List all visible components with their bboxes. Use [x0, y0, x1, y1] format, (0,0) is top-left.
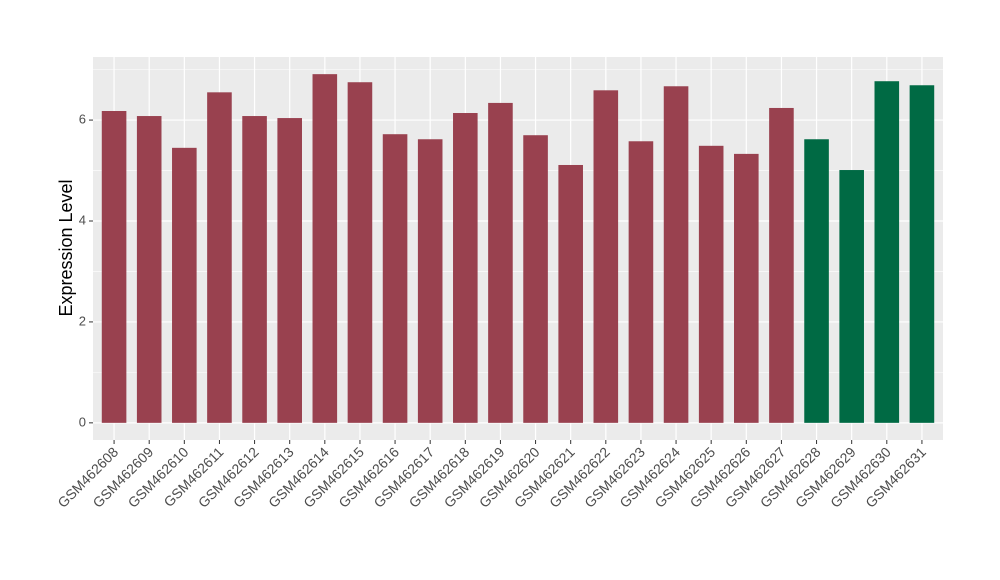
bar	[347, 82, 373, 423]
bar	[523, 135, 548, 423]
bar	[804, 139, 829, 423]
bar	[734, 153, 759, 423]
y-tick-label: 0	[79, 414, 86, 429]
y-axis-title: Expression Level	[56, 179, 76, 316]
bar	[172, 147, 197, 423]
bar	[453, 113, 478, 423]
bar	[839, 170, 864, 423]
y-tick-label: 6	[79, 112, 86, 127]
bar	[628, 141, 654, 423]
bar	[769, 107, 794, 423]
bar	[382, 134, 408, 423]
bar	[277, 118, 302, 423]
bar	[663, 86, 689, 423]
bar	[698, 145, 724, 423]
bar	[417, 139, 443, 423]
y-tick-label: 2	[79, 313, 86, 328]
bar	[558, 164, 583, 423]
bar	[101, 110, 127, 423]
bar	[874, 81, 900, 423]
bar	[909, 85, 935, 423]
bar	[488, 102, 513, 423]
bar	[312, 74, 338, 423]
plot-panel	[93, 57, 943, 440]
y-tick-label: 4	[79, 212, 86, 227]
bar	[136, 116, 162, 423]
bar	[242, 116, 267, 423]
bar	[207, 92, 232, 423]
bar	[593, 90, 619, 423]
